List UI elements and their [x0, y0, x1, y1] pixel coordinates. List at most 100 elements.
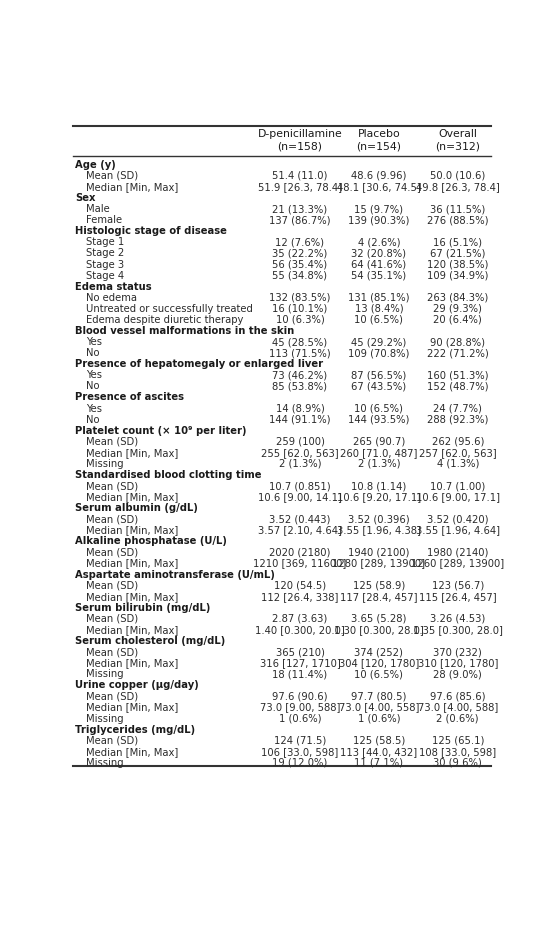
Text: Median [Min, Max]: Median [Min, Max]: [86, 448, 178, 457]
Text: 10 (6.5%): 10 (6.5%): [354, 314, 403, 324]
Text: 10.7 (0.851): 10.7 (0.851): [269, 480, 331, 490]
Text: Overall
(n=312): Overall (n=312): [435, 129, 480, 151]
Text: 255 [62.0, 563]: 255 [62.0, 563]: [261, 448, 339, 457]
Text: Stage 1: Stage 1: [86, 237, 124, 248]
Text: Serum bilirubin (mg/dL): Serum bilirubin (mg/dL): [75, 603, 211, 612]
Text: 50.0 (10.6): 50.0 (10.6): [430, 171, 485, 181]
Text: 109 (70.8%): 109 (70.8%): [348, 348, 410, 358]
Text: 2 (1.3%): 2 (1.3%): [358, 459, 400, 468]
Text: Mean (SD): Mean (SD): [86, 691, 138, 701]
Text: 10.7 (1.00): 10.7 (1.00): [430, 480, 485, 490]
Text: 3.55 [1.96, 4.64]: 3.55 [1.96, 4.64]: [416, 525, 500, 535]
Text: 1.40 [0.300, 20.0]: 1.40 [0.300, 20.0]: [255, 625, 345, 634]
Text: Yes: Yes: [86, 337, 102, 347]
Text: 55 (34.8%): 55 (34.8%): [272, 271, 327, 280]
Text: 1940 (2100): 1940 (2100): [348, 547, 410, 557]
Text: Mean (SD): Mean (SD): [86, 646, 138, 656]
Text: 16 (5.1%): 16 (5.1%): [433, 237, 482, 248]
Text: Median [Min, Max]: Median [Min, Max]: [86, 746, 178, 756]
Text: 137 (86.7%): 137 (86.7%): [270, 215, 331, 225]
Text: 152 (48.7%): 152 (48.7%): [427, 381, 488, 391]
Text: 2 (1.3%): 2 (1.3%): [279, 459, 321, 468]
Text: 51.9 [26.3, 78.4]: 51.9 [26.3, 78.4]: [258, 182, 342, 192]
Text: Mean (SD): Mean (SD): [86, 614, 138, 623]
Text: Presence of hepatomegaly or enlarged liver: Presence of hepatomegaly or enlarged liv…: [75, 359, 323, 369]
Text: Sex: Sex: [75, 193, 96, 203]
Text: 20 (6.4%): 20 (6.4%): [433, 314, 482, 324]
Text: 11 (7.1%): 11 (7.1%): [354, 757, 403, 768]
Text: 30 (9.6%): 30 (9.6%): [433, 757, 482, 768]
Text: 144 (91.1%): 144 (91.1%): [270, 414, 331, 425]
Text: 4 (2.6%): 4 (2.6%): [358, 237, 400, 248]
Text: 1.30 [0.300, 28.0]: 1.30 [0.300, 28.0]: [334, 625, 424, 634]
Text: 3.65 (5.28): 3.65 (5.28): [351, 614, 406, 623]
Text: 160 (51.3%): 160 (51.3%): [427, 370, 488, 380]
Text: Female: Female: [86, 215, 122, 225]
Text: 67 (21.5%): 67 (21.5%): [430, 248, 486, 259]
Text: Mean (SD): Mean (SD): [86, 514, 138, 524]
Text: 13 (8.4%): 13 (8.4%): [355, 303, 403, 313]
Text: Mean (SD): Mean (SD): [86, 580, 138, 590]
Text: 106 [33.0, 598]: 106 [33.0, 598]: [261, 746, 339, 756]
Text: Yes: Yes: [86, 403, 102, 413]
Text: 3.52 (0.443): 3.52 (0.443): [270, 514, 331, 524]
Text: Edema despite diuretic therapy: Edema despite diuretic therapy: [86, 314, 243, 324]
Text: 131 (85.1%): 131 (85.1%): [348, 292, 410, 302]
Text: 10.6 [9.00, 17.1]: 10.6 [9.00, 17.1]: [416, 491, 500, 502]
Text: 4 (1.3%): 4 (1.3%): [437, 459, 479, 468]
Text: 10.6 [9.00, 14.1]: 10.6 [9.00, 14.1]: [258, 491, 342, 502]
Text: 3.26 (4.53): 3.26 (4.53): [430, 614, 485, 623]
Text: 2 (0.6%): 2 (0.6%): [437, 713, 479, 723]
Text: Stage 2: Stage 2: [86, 248, 124, 259]
Text: 125 (58.9): 125 (58.9): [353, 580, 405, 590]
Text: Median [Min, Max]: Median [Min, Max]: [86, 625, 178, 634]
Text: No: No: [86, 414, 100, 425]
Text: Yes: Yes: [86, 370, 102, 380]
Text: Placebo
(n=154): Placebo (n=154): [356, 129, 402, 151]
Text: 67 (43.5%): 67 (43.5%): [351, 381, 406, 391]
Text: 124 (71.5): 124 (71.5): [274, 735, 326, 745]
Text: Blood vessel malformations in the skin: Blood vessel malformations in the skin: [75, 325, 294, 336]
Text: 115 [26.4, 457]: 115 [26.4, 457]: [419, 591, 497, 602]
Text: 24 (7.7%): 24 (7.7%): [433, 403, 482, 413]
Text: 10 (6.5%): 10 (6.5%): [354, 668, 403, 679]
Text: 276 (88.5%): 276 (88.5%): [427, 215, 488, 225]
Text: 97.6 (85.6): 97.6 (85.6): [430, 691, 486, 701]
Text: 1.35 [0.300, 28.0]: 1.35 [0.300, 28.0]: [412, 625, 503, 634]
Text: 3.57 [2.10, 4.64]: 3.57 [2.10, 4.64]: [258, 525, 342, 535]
Text: Stage 3: Stage 3: [86, 260, 124, 269]
Text: D-penicillamine
(n=158): D-penicillamine (n=158): [257, 129, 342, 151]
Text: Presence of ascites: Presence of ascites: [75, 392, 184, 402]
Text: Male: Male: [86, 204, 109, 214]
Text: 112 [26.4, 338]: 112 [26.4, 338]: [261, 591, 339, 602]
Text: 10.6 [9.20, 17.1]: 10.6 [9.20, 17.1]: [337, 491, 421, 502]
Text: 288 (92.3%): 288 (92.3%): [427, 414, 488, 425]
Text: 113 [44.0, 432]: 113 [44.0, 432]: [340, 746, 417, 756]
Text: 90 (28.8%): 90 (28.8%): [430, 337, 485, 347]
Text: 10.8 (1.14): 10.8 (1.14): [351, 480, 406, 490]
Text: 87 (56.5%): 87 (56.5%): [351, 370, 406, 380]
Text: Median [Min, Max]: Median [Min, Max]: [86, 702, 178, 712]
Text: 36 (11.5%): 36 (11.5%): [430, 204, 485, 214]
Text: 109 (34.9%): 109 (34.9%): [427, 271, 488, 280]
Text: 222 (71.2%): 222 (71.2%): [427, 348, 488, 358]
Text: 304 [120, 1780]: 304 [120, 1780]: [339, 657, 419, 667]
Text: 365 (210): 365 (210): [276, 646, 324, 656]
Text: Missing: Missing: [86, 713, 123, 723]
Text: Median [Min, Max]: Median [Min, Max]: [86, 182, 178, 192]
Text: 265 (90.7): 265 (90.7): [353, 437, 405, 446]
Text: Mean (SD): Mean (SD): [86, 547, 138, 557]
Text: 73.0 [9.00, 588]: 73.0 [9.00, 588]: [260, 702, 340, 712]
Text: 29 (9.3%): 29 (9.3%): [433, 303, 482, 313]
Text: Platelet count (× 10⁹ per liter): Platelet count (× 10⁹ per liter): [75, 425, 246, 435]
Text: Median [Min, Max]: Median [Min, Max]: [86, 525, 178, 535]
Text: 259 (100): 259 (100): [276, 437, 324, 446]
Text: 108 [33.0, 598]: 108 [33.0, 598]: [419, 746, 496, 756]
Text: 73.0 [4.00, 558]: 73.0 [4.00, 558]: [339, 702, 419, 712]
Text: 18 (11.4%): 18 (11.4%): [272, 668, 328, 679]
Text: Standardised blood clotting time: Standardised blood clotting time: [75, 469, 262, 479]
Text: 56 (35.4%): 56 (35.4%): [272, 260, 328, 269]
Text: 260 [71.0, 487]: 260 [71.0, 487]: [340, 448, 417, 457]
Text: Median [Min, Max]: Median [Min, Max]: [86, 657, 178, 667]
Text: 123 (56.7): 123 (56.7): [432, 580, 484, 590]
